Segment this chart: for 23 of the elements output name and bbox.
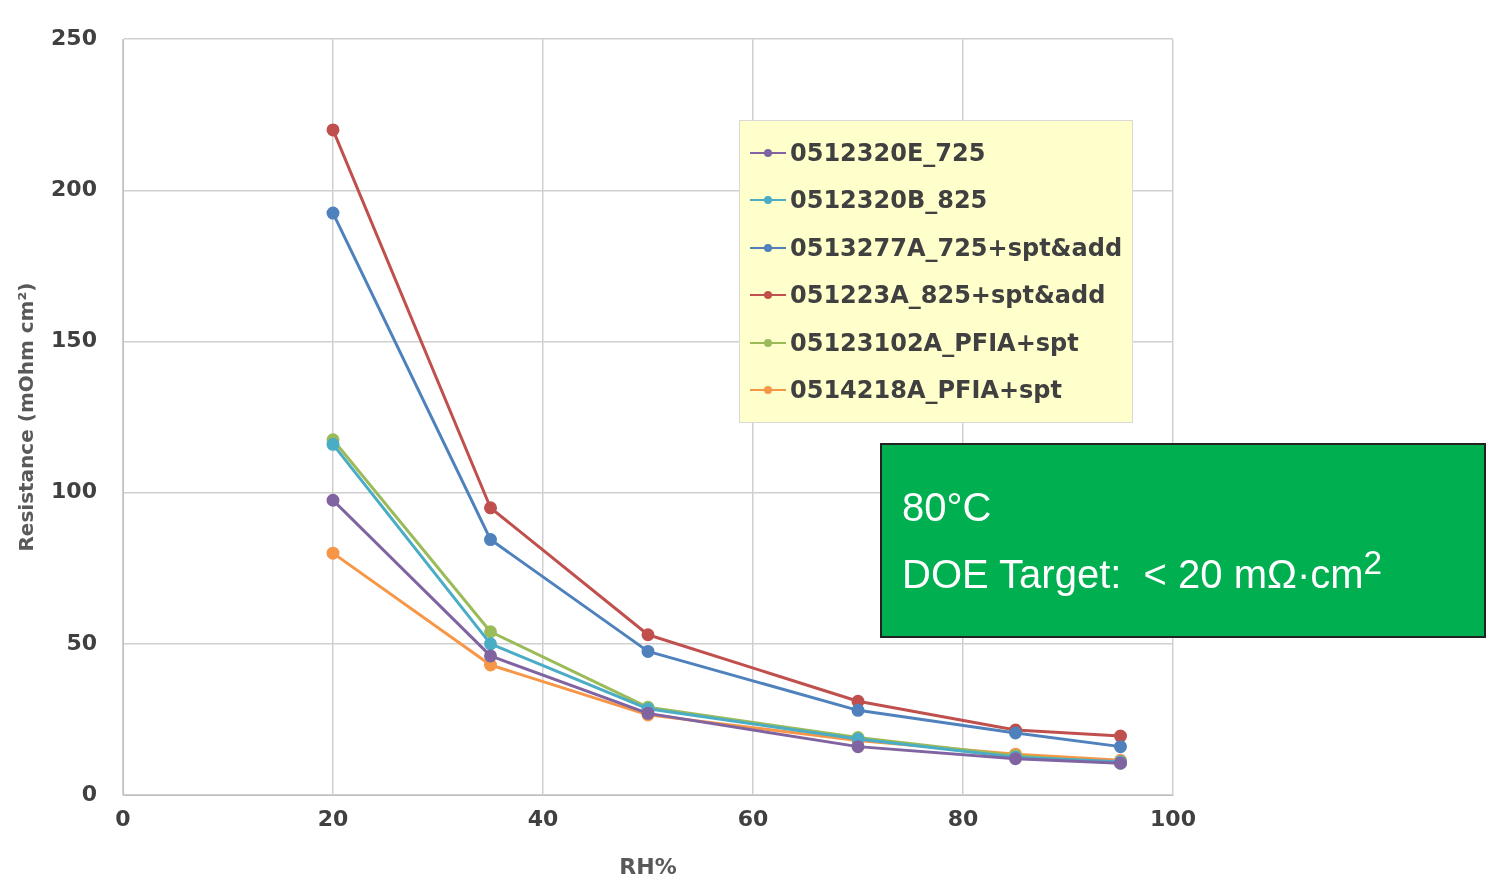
annotation: 80°C [902,485,993,530]
legend-label: 05123102A_PFIA+spt [790,328,1079,357]
legend-label: 0513277A_725+spt&add [790,233,1123,262]
y-tick-label: 0 [81,780,97,806]
x-axis-title: RH% [619,853,677,879]
y-tick-label: 100 [51,478,97,504]
y-axis-title: Resistance (mOhm cm²) [14,282,39,552]
x-tick-label: 0 [115,805,131,831]
legend-label: 0512320E_725 [790,138,986,167]
x-tick-label: 40 [527,805,559,831]
legend-label: 0514218A_PFIA+spt [790,376,1063,405]
legend-label: 0512320B_825 [790,186,988,215]
x-tick-label: 80 [947,805,979,831]
y-tick-label: 50 [66,629,97,655]
y-tick-label: 250 [51,24,97,50]
y-tick-label: 150 [51,327,97,353]
text-box: 80°C DOE Target: < 20 mΩ·cm$^{2}$ [880,443,1486,638]
x-tick-label: 60 [737,805,769,831]
annotation: DOE Target: < 20 mΩ·cm$^{2}$ [902,544,1384,598]
y-tick-label: 200 [51,176,97,202]
x-tick-label: 20 [317,805,349,831]
x-tick-label: 100 [1150,805,1196,831]
legend-label: 051223A_825+spt&add [790,281,1106,310]
